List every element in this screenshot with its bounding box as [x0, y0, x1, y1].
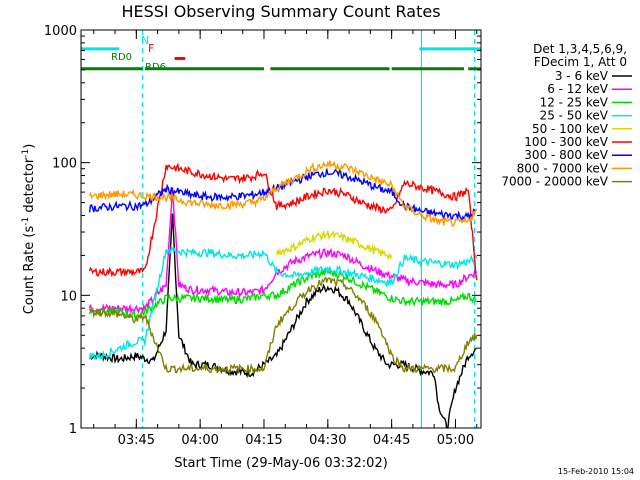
x-tick-label: 05:00	[437, 433, 474, 448]
y-tick-label: 1	[69, 422, 77, 437]
legend-label: 50 - 100 keV	[532, 122, 609, 136]
series-line	[88, 275, 478, 375]
x-tick-label: 04:00	[181, 433, 218, 448]
x-tick-label: 04:45	[373, 433, 410, 448]
flag-label-rd6: RD6	[145, 62, 166, 73]
legend-label: 300 - 800 keV	[524, 148, 608, 162]
x-axis-label: Start Time (29-May-06 03:32:02)	[174, 456, 388, 471]
y-axis-label: Count Rate (s-1 detector-1)	[21, 144, 37, 315]
x-tick-label: 04:30	[309, 433, 346, 448]
y-tick-label: 100	[52, 157, 77, 172]
series-line	[88, 267, 477, 320]
legend-label: 6 - 12 keV	[547, 82, 609, 96]
legend-label: 800 - 7000 keV	[517, 161, 609, 175]
legend-header-line-1: Det 1,3,4,5,6,9,	[533, 42, 627, 56]
series-line	[276, 229, 393, 261]
series-line	[89, 213, 478, 428]
footer-date: 15-Feb-2010 15:04	[558, 467, 634, 476]
series-group	[88, 160, 478, 428]
y-tick-label: 1000	[44, 24, 77, 39]
legend-label: 7000 - 20000 keV	[501, 175, 608, 189]
flag-label-f: F	[148, 42, 154, 55]
series-line	[88, 244, 478, 360]
series-line	[88, 162, 478, 281]
status-flags	[81, 47, 481, 71]
legend-label: 3 - 6 keV	[555, 69, 609, 83]
legend: Det 1,3,4,5,6,9, FDecim 1, Att 0 3 - 6 k…	[501, 42, 632, 189]
x-tick-label: 04:15	[245, 433, 282, 448]
legend-label: 12 - 25 keV	[540, 95, 609, 109]
y-tick-label: 10	[60, 289, 77, 304]
legend-label: 25 - 50 keV	[540, 109, 609, 123]
time-markers	[81, 30, 476, 428]
x-tick-label: 03:45	[118, 433, 155, 448]
legend-header-line-2: FDecim 1, Att 0	[534, 55, 627, 69]
axes: 03:45 04:00 04:15 04:30 04:45 05:00 1 10 100 1000	[44, 24, 481, 448]
series-line	[88, 160, 478, 228]
flag-label-rd0: RD0	[111, 52, 132, 63]
legend-label: 100 - 300 keV	[524, 135, 608, 149]
flag-label-n: N	[141, 34, 149, 47]
plot-frame	[80, 29, 482, 429]
chart-title: HESSI Observing Summary Count Rates	[121, 2, 440, 21]
